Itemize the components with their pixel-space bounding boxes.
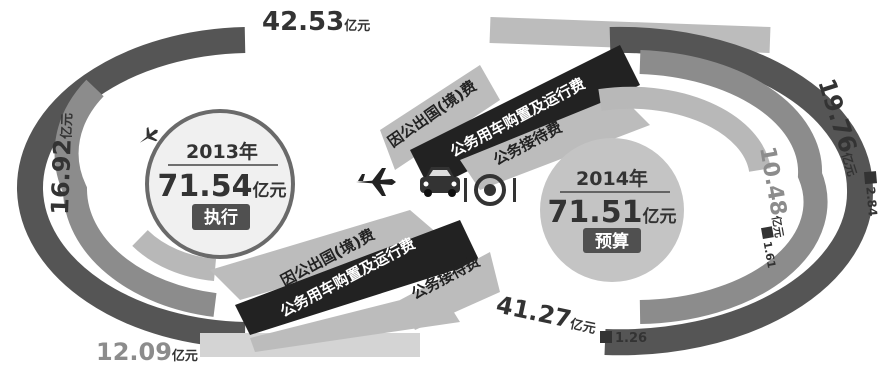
decrease-2014-travel-value: 2.84: [863, 186, 880, 217]
bands-left: [210, 210, 500, 352]
value-2014-travel-unit: 亿元: [839, 150, 861, 177]
decrease-2014-travel: 2.84: [863, 171, 880, 217]
value-2013-reception: 16.92亿元: [46, 112, 78, 215]
value-2013-car-unit: 亿元: [344, 18, 370, 34]
band-top-gray: [380, 65, 500, 170]
value-2014-reception-unit: 亿元: [769, 215, 787, 239]
value-2014-car-number: 41.27: [494, 290, 574, 333]
summary-2013: 2013年 71.54亿元 执行: [145, 109, 295, 259]
ring-2013-inner: [132, 229, 217, 281]
rings-2013: [16, 27, 420, 357]
total-2013: 71.54亿元: [158, 169, 287, 204]
decrease-2014-car: 1.26: [600, 331, 647, 346]
decrease-2014-reception-value: 1.61: [760, 240, 778, 269]
badge-2014: 预算: [595, 231, 629, 252]
value-2014-car: 41.27亿元: [494, 290, 600, 339]
value-2013-car-number: 42.53: [262, 7, 344, 37]
airplane-small-icon: [139, 127, 158, 143]
band-top-dark: [410, 45, 640, 190]
total-2013-value: 71.54: [158, 169, 253, 204]
down-arrow-icon: [600, 331, 612, 343]
ring-2014-middle: [639, 50, 828, 324]
value-2014-reception: 10.48亿元: [754, 145, 795, 240]
value-2013-reception-number: 16.92: [46, 138, 77, 215]
total-2014-value: 71.51: [548, 195, 643, 230]
value-2013-travel-unit: 亿元: [172, 348, 198, 364]
total-2013-unit: 亿元: [252, 180, 286, 201]
value-2014-car-unit: 亿元: [568, 316, 597, 337]
ring-2014-top-dark: [604, 26, 874, 356]
total-2014: 71.51亿元: [548, 195, 677, 230]
band-top-gray-2: [460, 95, 650, 190]
badge-2013: 执行: [204, 207, 238, 228]
summary-2013-circle: [145, 109, 295, 259]
down-arrow-icon: [864, 171, 878, 185]
total-2014-unit: 亿元: [642, 206, 676, 227]
ring-2014-inner: [598, 86, 771, 173]
year-label-2014: 2014年: [576, 167, 648, 190]
car-icon: [420, 167, 460, 197]
badge-2014-bg: [583, 228, 641, 253]
value-2013-reception-unit: 亿元: [59, 113, 76, 140]
band-bottom-dark: [235, 220, 480, 335]
ring-2013-outer: [16, 27, 246, 348]
badge-2013-bg: [192, 204, 250, 230]
summary-2014: 2014年 71.51亿元 预算: [540, 138, 684, 282]
decrease-2014-car-value: 1.26: [615, 331, 647, 346]
year-label-2013: 2013年: [186, 140, 258, 163]
down-arrow-icon: [761, 226, 774, 240]
dining-icon: [464, 174, 516, 206]
airplane-icon: [356, 168, 396, 196]
centre-icons: [139, 127, 516, 206]
bands-right: [380, 17, 874, 356]
band-bottom-gray-3: [250, 290, 460, 352]
value-2013-travel-number: 12.09: [96, 338, 172, 366]
value-2014-reception-number: 10.48: [754, 145, 791, 218]
value-2013-travel: 12.09亿元: [96, 338, 198, 366]
decrease-2014-reception: 1.61: [760, 226, 778, 269]
band-bottom-gray-1: [210, 210, 445, 300]
value-2013-car: 42.53亿元: [262, 7, 370, 37]
summary-2014-circle: [540, 138, 684, 282]
values-2013: 42.53亿元 16.92亿元 12.09亿元: [46, 7, 370, 366]
ring-2013-middle: [54, 79, 217, 317]
